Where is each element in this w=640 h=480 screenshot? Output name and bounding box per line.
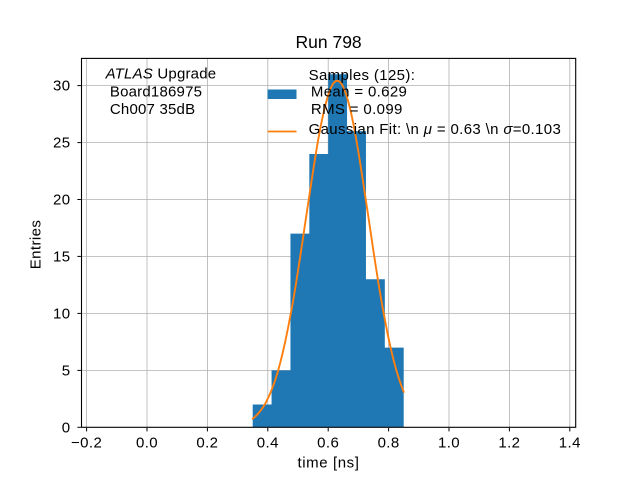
svg-text:Samples (125):: Samples (125): <box>309 67 416 84</box>
svg-text:time [ns]: time [ns] <box>297 455 359 472</box>
svg-text:10: 10 <box>53 306 71 323</box>
svg-text:1.4: 1.4 <box>559 435 581 452</box>
svg-text:Board186975: Board186975 <box>110 84 202 101</box>
svg-text:0.6: 0.6 <box>317 435 339 452</box>
svg-text:RMS = 0.099: RMS = 0.099 <box>311 101 403 118</box>
svg-text:25: 25 <box>53 135 71 152</box>
svg-text:1.2: 1.2 <box>498 435 520 452</box>
svg-text:ATLAS Upgrade: ATLAS Upgrade <box>105 66 217 83</box>
svg-text:Entries: Entries <box>28 220 45 270</box>
svg-text:Ch007 35dB: Ch007 35dB <box>110 101 195 118</box>
svg-text:0.2: 0.2 <box>196 435 218 452</box>
svg-text:0.4: 0.4 <box>257 435 279 452</box>
svg-text:0.8: 0.8 <box>378 435 400 452</box>
svg-text:1.0: 1.0 <box>438 435 460 452</box>
svg-text:30: 30 <box>53 78 71 95</box>
svg-text:0: 0 <box>62 419 71 436</box>
svg-text:20: 20 <box>53 192 71 209</box>
svg-text:15: 15 <box>53 249 71 266</box>
svg-text:−0.2: −0.2 <box>71 435 102 452</box>
svg-text:5: 5 <box>62 363 71 380</box>
svg-text:Run 798: Run 798 <box>296 32 362 52</box>
svg-text:Gaussian Fit: \n μ = 0.63 \n σ: Gaussian Fit: \n μ = 0.63 \n σ=0.103 <box>309 121 562 138</box>
svg-text:Mean = 0.629: Mean = 0.629 <box>311 83 407 100</box>
svg-text:0.0: 0.0 <box>136 435 158 452</box>
